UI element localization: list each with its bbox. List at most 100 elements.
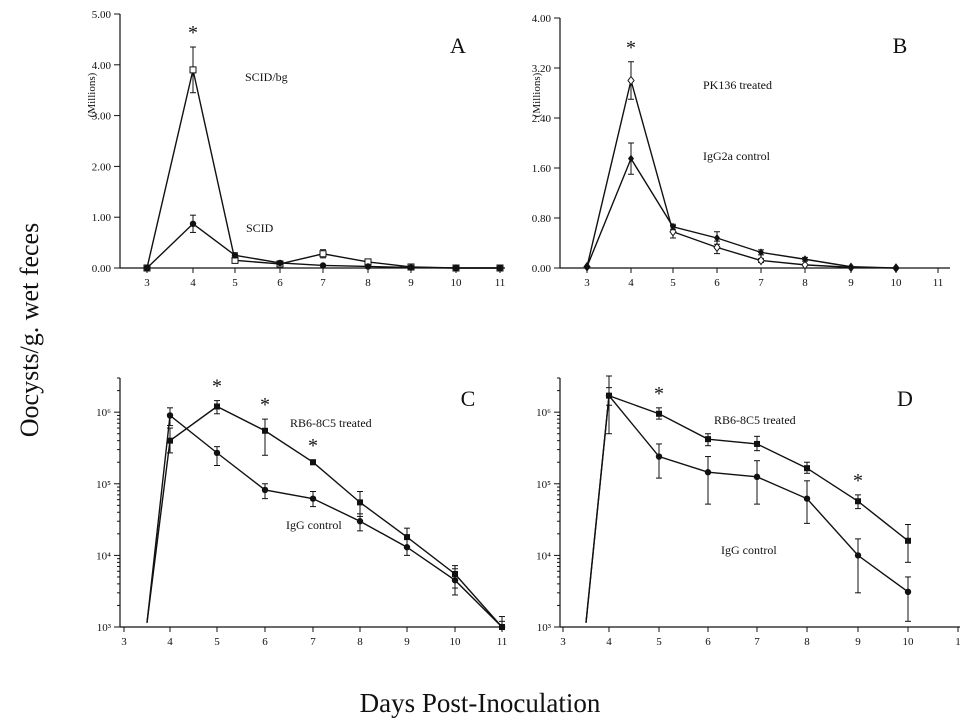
data-point — [403, 544, 411, 551]
data-point — [189, 66, 197, 74]
y-axis-unit-label: (Millions) — [86, 72, 98, 117]
y-tick-label: 10⁴ — [536, 550, 551, 562]
series-label: SCID/bg — [245, 70, 288, 84]
y-tick-label: 10⁵ — [536, 479, 551, 491]
y-tick-label: 4.00 — [532, 13, 552, 25]
x-tick-label: 9 — [404, 636, 410, 648]
x-tick-label: 3 — [584, 277, 590, 289]
data-point — [893, 264, 899, 272]
data-point — [656, 410, 662, 417]
y-tick-label: 1.00 — [92, 212, 112, 224]
panel-letter: A — [450, 33, 466, 58]
data-point — [855, 498, 861, 505]
panel-letter: D — [897, 386, 913, 411]
data-point — [214, 403, 220, 410]
x-tick-label: 5 — [214, 636, 220, 648]
data-point — [407, 264, 415, 271]
data-point — [628, 154, 634, 163]
series-line — [146, 69, 500, 269]
y-tick-label: 3.00 — [92, 111, 112, 123]
y-tick-label: 10³ — [537, 622, 552, 634]
x-tick-label: 4 — [190, 277, 196, 289]
shared-x-axis-label: Days Post-Inoculation — [359, 688, 601, 718]
x-tick-label: 4 — [606, 636, 612, 648]
x-tick-label: 8 — [804, 636, 810, 648]
data-point — [848, 262, 854, 271]
data-point — [213, 449, 221, 457]
x-tick-label: 6 — [262, 636, 268, 648]
x-tick-label: 5 — [670, 277, 676, 289]
data-point — [713, 242, 721, 253]
significance-asterisk: * — [654, 383, 664, 405]
series-label: IgG2a control — [703, 149, 771, 163]
data-point — [904, 588, 912, 596]
series-line — [146, 222, 500, 269]
x-tick-label: 3 — [144, 277, 150, 289]
panel-c: 3 4 5 6 7 8 9 10 11 10³ 10⁴ 10⁵ 10⁶ C RB6-8C5 treated I… — [96, 376, 507, 648]
y-tick-label: 10⁶ — [96, 407, 111, 419]
x-tick-label: 4 — [628, 277, 634, 289]
data-point — [804, 465, 810, 472]
series-label: IgG control — [721, 543, 777, 557]
significance-asterisk: * — [308, 435, 318, 457]
y-tick-label: 5.00 — [92, 9, 112, 21]
panel-b: 3 4 5 6 7 8 9 10 11 0.00 0.80 1.60 2.40 3.20 4.00 (Mill… — [531, 13, 950, 289]
data-point — [704, 469, 712, 476]
data-point — [801, 260, 809, 270]
panel-d: 3 4 5 6 7 8 9 10 1 10³ 10⁴ 10⁵ 10⁶ D RB6-8C5 treated Ig… — [536, 375, 960, 648]
x-tick-label: 10 — [451, 277, 463, 289]
y-tick-label: 1.60 — [532, 163, 552, 175]
significance-asterisk: * — [212, 376, 222, 398]
data-point — [319, 250, 327, 258]
data-point — [802, 255, 808, 264]
x-tick-label: 10 — [450, 636, 462, 648]
x-tick-label: 8 — [357, 636, 363, 648]
x-tick-label: 9 — [848, 277, 854, 289]
series-line — [585, 394, 909, 623]
significance-asterisk: * — [853, 470, 863, 492]
data-point — [167, 437, 173, 444]
panel-a: 3 4 5 6 7 8 9 10 11 0.00 1.00 2.00 3.00 4.00 5.00 (Mill… — [86, 9, 505, 289]
data-point — [496, 264, 504, 272]
data-point — [655, 453, 663, 460]
significance-asterisk: * — [188, 22, 198, 44]
y-tick-label: 2.40 — [532, 113, 552, 125]
x-tick-label: 7 — [320, 277, 326, 289]
x-tick-label: 8 — [802, 277, 808, 289]
x-tick-label: 5 — [232, 277, 238, 289]
x-tick-label: 3 — [560, 636, 566, 648]
data-point — [319, 262, 327, 269]
x-tick-label: 6 — [277, 277, 283, 289]
data-point — [803, 495, 811, 502]
data-point — [143, 264, 151, 272]
data-point — [357, 499, 363, 506]
x-tick-label: 4 — [167, 636, 173, 648]
y-tick-label: 4.00 — [92, 60, 112, 72]
data-point — [276, 259, 284, 267]
data-point — [364, 263, 372, 270]
data-point — [754, 440, 760, 447]
y-tick-label: 10⁶ — [536, 407, 551, 419]
x-tick-label: 10 — [903, 636, 915, 648]
data-point — [262, 427, 268, 434]
x-tick-label: 7 — [754, 636, 760, 648]
x-tick-label: 9 — [408, 277, 414, 289]
data-point — [452, 264, 460, 272]
series-label: IgG control — [286, 518, 342, 532]
series-label: RB6-8C5 treated — [290, 416, 372, 430]
y-tick-label: 10⁴ — [96, 550, 111, 562]
data-point — [753, 473, 761, 481]
x-tick-label: 5 — [656, 636, 662, 648]
data-point — [670, 222, 676, 231]
panel-letter: B — [893, 33, 908, 58]
data-point — [309, 495, 317, 502]
significance-asterisk: * — [626, 37, 636, 59]
data-point — [404, 534, 410, 541]
x-tick-label: 11 — [495, 277, 506, 289]
data-point — [757, 255, 765, 266]
x-tick-label: 1 — [955, 636, 960, 648]
data-point — [356, 518, 364, 525]
series-label: RB6-8C5 treated — [714, 413, 796, 427]
data-point — [189, 220, 197, 228]
